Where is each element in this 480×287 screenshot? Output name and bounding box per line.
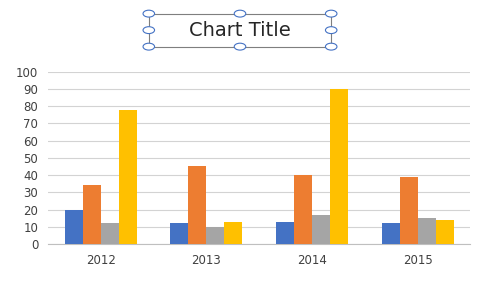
Bar [189,166,206,244]
Bar [170,223,189,244]
Bar [224,222,242,244]
Bar [294,175,312,244]
Bar [312,215,330,244]
Bar [276,222,294,244]
Bar [206,227,224,244]
Bar [83,185,101,244]
Bar [435,220,454,244]
Bar [65,210,83,244]
Bar [400,177,418,244]
Bar [119,110,137,244]
Bar [101,223,119,244]
Bar [382,223,400,244]
Text: Chart Title: Chart Title [189,21,291,40]
Bar [418,218,435,244]
Bar [330,89,348,244]
